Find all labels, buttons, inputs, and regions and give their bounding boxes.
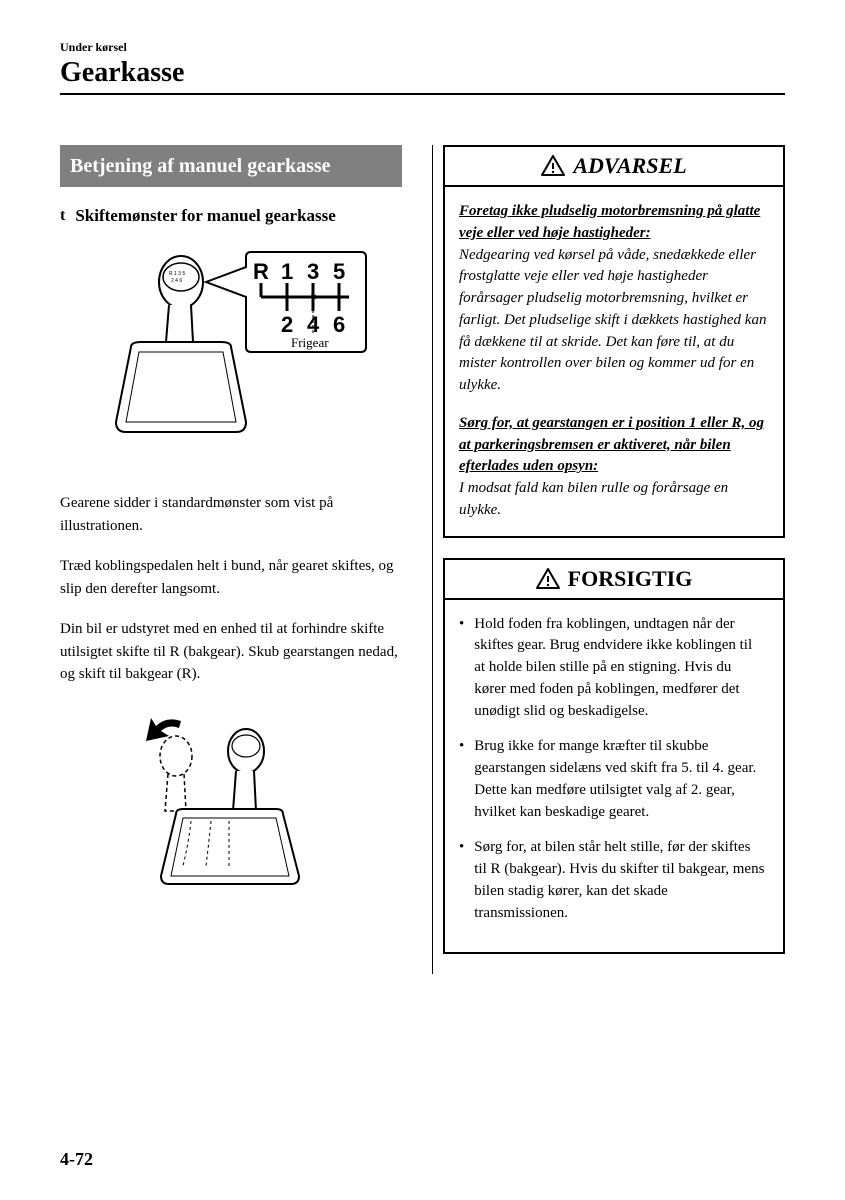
warning-body: Foretag ikke pludselig motorbremsning på… [445, 187, 783, 536]
content-columns: Betjening af manuel gearkasse t Skiftemø… [60, 145, 785, 974]
caution-item: • Sørg for, at bilen står helt stille, f… [459, 837, 765, 924]
paragraph-2: Træd koblingspedalen helt i bund, når ge… [60, 555, 402, 600]
breadcrumb: Under kørsel [60, 40, 785, 55]
caution-item: • Hold foden fra koblingen, undtagen når… [459, 614, 765, 723]
caution-box: FORSIGTIG • Hold foden fra koblingen, un… [443, 558, 785, 955]
caution-title: FORSIGTIG [568, 566, 693, 592]
bullet-icon: • [459, 837, 464, 924]
caution-text: Sørg for, at bilen står helt stille, før… [474, 837, 765, 924]
caution-body: • Hold foden fra koblingen, undtagen når… [445, 600, 783, 953]
caution-item: • Brug ikke for mange kræfter til skubbe… [459, 736, 765, 823]
section-heading: Betjening af manuel gearkasse [60, 145, 402, 187]
gear-label-r: R [253, 259, 269, 284]
gear-label-3: 3 [307, 259, 319, 284]
gear-label-1: 1 [281, 259, 293, 284]
gear-shift-diagram: R 1 3 5 2 4 6 R 1 3 5 2 4 6 [60, 247, 402, 472]
gear-label-5: 5 [333, 259, 345, 284]
left-column: Betjening af manuel gearkasse t Skiftemø… [60, 145, 412, 974]
svg-text:2 4 6: 2 4 6 [171, 278, 182, 284]
page-number: 4-72 [60, 1149, 93, 1170]
gear-label-2: 2 [281, 312, 293, 337]
svg-text:R 1 3 5: R 1 3 5 [169, 271, 185, 277]
warning-lead-2: Sørg for, at gearstangen er i position 1… [459, 415, 764, 475]
warning-header: ADVARSEL [445, 147, 783, 187]
paragraph-3: Din bil er udstyret med en enhed til at … [60, 618, 402, 686]
warning-lead-1: Foretag ikke pludselig motorbremsning på… [459, 203, 760, 241]
warning-body-2: I modsat fald kan bilen rulle og forårsa… [459, 480, 728, 518]
warning-triangle-icon [541, 155, 565, 177]
caution-text: Brug ikke for mange kræfter til skubbe g… [474, 736, 765, 823]
caution-header: FORSIGTIG [445, 560, 783, 600]
right-column: ADVARSEL Foretag ikke pludselig motorbre… [432, 145, 785, 974]
warning-title: ADVARSEL [573, 153, 686, 179]
caution-triangle-icon [536, 568, 560, 590]
paragraph-1: Gearene sidder i standardmønster som vis… [60, 492, 402, 537]
caution-text: Hold foden fra koblingen, undtagen når d… [474, 614, 765, 723]
warning-box: ADVARSEL Foretag ikke pludselig motorbre… [443, 145, 785, 538]
bullet-icon: • [459, 736, 464, 823]
caution-list: • Hold foden fra koblingen, undtagen når… [459, 614, 765, 925]
bullet-icon: • [459, 614, 464, 723]
subsection-title: Skiftemønster for manuel gearkasse [75, 205, 336, 227]
page-title: Gearkasse [60, 57, 785, 95]
page-header: Under kørsel Gearkasse [60, 40, 785, 95]
warning-body-1: Nedgearing ved kørsel på våde, snedækked… [459, 247, 766, 394]
subsection-header: t Skiftemønster for manuel gearkasse [60, 205, 402, 227]
gear-label-6: 6 [333, 312, 345, 337]
reverse-shift-diagram [60, 706, 402, 901]
neutral-label: Frigear [291, 335, 329, 350]
subsection-marker: t [60, 207, 65, 227]
